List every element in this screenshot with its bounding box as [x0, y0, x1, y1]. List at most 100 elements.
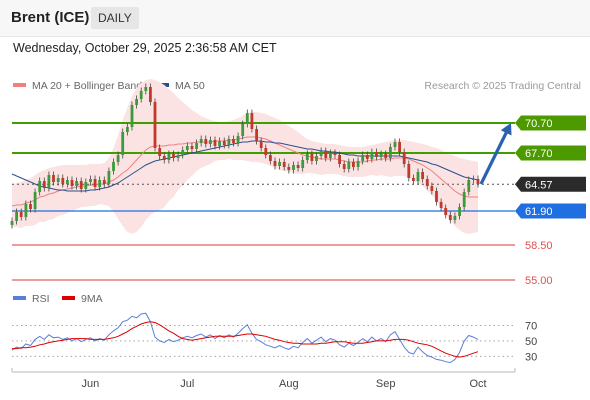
candle-body	[19, 212, 23, 217]
level-tag-61.90: 61.90	[515, 203, 586, 219]
candle-body	[462, 192, 466, 207]
level-tag-64.57: 64.57	[515, 176, 586, 192]
candle-body	[273, 161, 277, 166]
legend-ma20: MA 20 + Bollinger Bands	[13, 80, 147, 92]
x-tick-label-aug: Aug	[279, 378, 299, 390]
level-label-64.57: 64.57	[525, 179, 553, 191]
candle-body	[52, 175, 55, 182]
candle-body	[222, 141, 226, 145]
candle-body	[199, 139, 203, 143]
candle-body	[264, 148, 268, 155]
candle-body	[315, 156, 318, 161]
rsi-tick-label-30: 30	[525, 351, 537, 363]
candle-body	[75, 181, 78, 186]
candle-body	[467, 180, 471, 192]
candle-body	[56, 178, 60, 182]
candle-body	[10, 221, 14, 225]
candle-body	[365, 155, 369, 159]
candle-body	[472, 179, 475, 180]
level-tag-bg	[515, 176, 586, 192]
candle-body	[204, 139, 208, 144]
candle-body	[107, 171, 111, 184]
candle-body	[425, 179, 429, 186]
candle-body	[292, 165, 295, 170]
candle-body	[24, 204, 28, 217]
credit-text: Research © 2025 Trading Central	[424, 80, 581, 92]
candle-body	[338, 155, 341, 164]
candle-body	[89, 179, 92, 182]
candle-body	[162, 156, 166, 160]
candle-body	[181, 150, 185, 155]
ma20-line	[11, 136, 478, 207]
level-tag-bg	[515, 115, 586, 131]
x-tick-label-sep: Sep	[376, 378, 396, 390]
candle-body	[324, 151, 328, 158]
level-label-58.50: 58.50	[525, 240, 553, 252]
candle-body	[93, 179, 97, 187]
candle-body	[153, 102, 157, 148]
candle-body	[84, 182, 88, 189]
candle-body	[121, 132, 125, 155]
candle-body	[61, 178, 65, 184]
x-tick-label-oct: Oct	[469, 378, 486, 390]
candle-body	[444, 208, 448, 215]
candle-body	[305, 154, 309, 160]
candle-body	[333, 153, 337, 155]
candle-body	[287, 167, 291, 170]
candle-body	[361, 155, 365, 161]
candle-body	[412, 178, 415, 181]
candle-body	[439, 202, 443, 208]
rsi-series-9ma	[12, 321, 479, 358]
candle-body	[227, 139, 231, 145]
candle-body	[116, 155, 120, 162]
candle-body	[158, 148, 162, 156]
candle-body	[407, 164, 411, 178]
level-tag-bg	[515, 145, 586, 161]
bollinger-band	[12, 79, 478, 234]
candle-body	[301, 160, 305, 168]
instrument-title: Brent (ICE)	[11, 9, 90, 26]
candle-body	[296, 165, 300, 168]
level-label-61.90: 61.90	[525, 206, 553, 218]
candle-body	[176, 155, 180, 158]
period-badge[interactable]: DAILY	[91, 7, 139, 29]
candle-body	[209, 140, 212, 144]
candle-body	[66, 180, 69, 184]
candle-body	[144, 87, 148, 91]
candle-body	[236, 136, 240, 143]
forecast-arrow-shaft	[479, 127, 510, 185]
candle-body	[245, 113, 249, 124]
candle-body	[250, 113, 254, 129]
level-tag-70.70: 70.70	[515, 115, 586, 131]
candle-body	[430, 186, 434, 191]
candle-body	[130, 105, 134, 127]
rsi-tick-label-70: 70	[525, 321, 537, 333]
level-label-55.00: 55.00	[525, 275, 553, 287]
ma9-swatch	[62, 296, 75, 301]
candle-body	[218, 141, 221, 146]
candle-body	[398, 142, 401, 152]
legend-9ma-label: 9MA	[81, 293, 103, 305]
legend-9ma: 9MA	[62, 293, 103, 305]
candle-body	[149, 87, 152, 102]
candle-body	[47, 175, 51, 188]
candle-body	[384, 154, 388, 158]
candle-body	[319, 151, 323, 156]
candle-body	[213, 140, 217, 146]
candle-body	[342, 164, 346, 169]
candle-body	[259, 141, 263, 148]
candle-body	[416, 172, 420, 181]
level-label-67.70: 67.70	[525, 148, 553, 160]
candle-body	[458, 207, 461, 216]
candle-body	[375, 152, 378, 157]
rsi-series-rsi	[11, 312, 479, 364]
candle-body	[112, 162, 115, 171]
level-label-70.70: 70.70	[525, 118, 553, 130]
rsi-swatch	[13, 296, 26, 301]
candle-body	[172, 154, 175, 158]
candle-body	[42, 181, 46, 188]
candle-body	[329, 153, 332, 158]
candle-body	[135, 99, 138, 105]
forecast-arrow-head	[500, 123, 512, 136]
